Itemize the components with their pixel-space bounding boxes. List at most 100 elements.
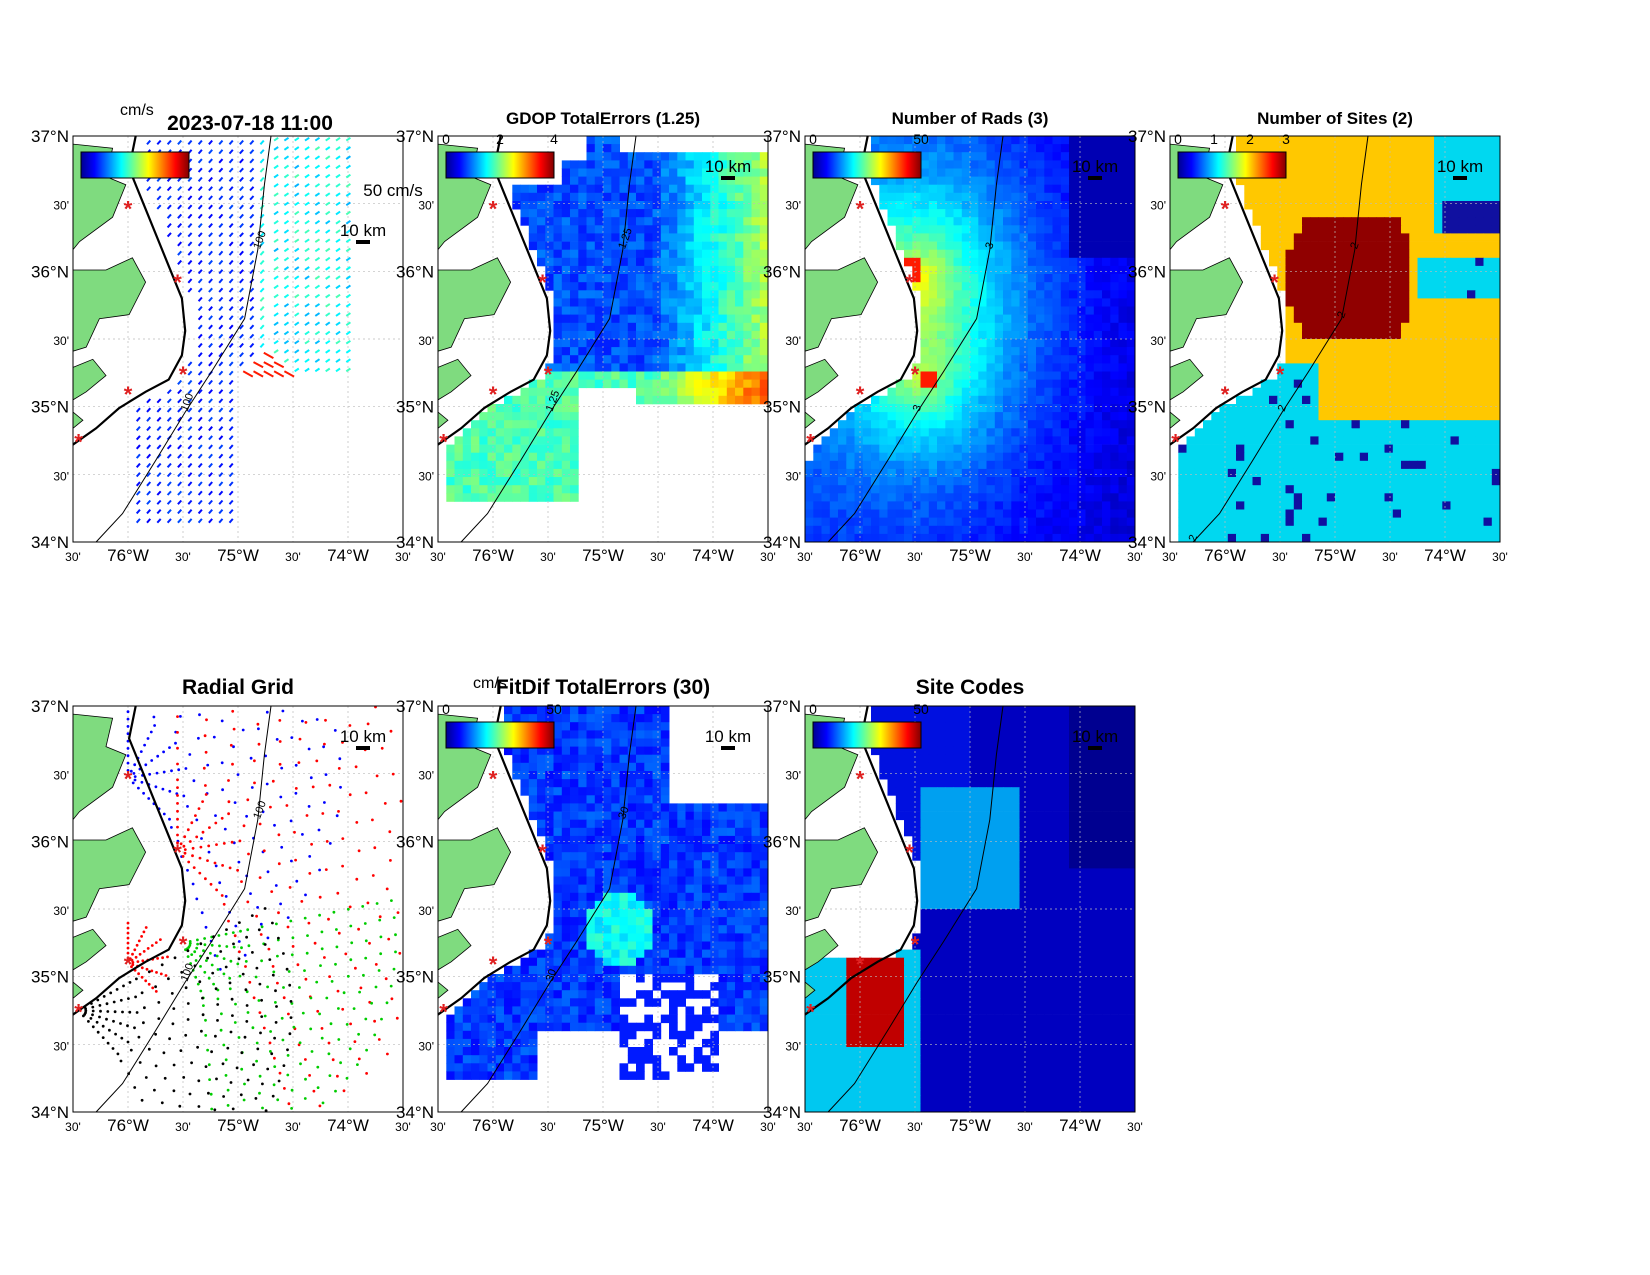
data-cell (1285, 298, 1295, 307)
data-cell (726, 257, 736, 267)
data-cell (1392, 298, 1402, 307)
data-cell (1392, 339, 1402, 348)
data-cell (1392, 420, 1402, 429)
current-vector (166, 444, 172, 450)
data-cell (994, 314, 1004, 324)
data-cell (1401, 306, 1410, 315)
data-cell (693, 217, 703, 226)
data-cell (743, 322, 752, 332)
data-cell (1343, 274, 1352, 283)
data-cell (920, 144, 930, 153)
data-cell (829, 477, 839, 486)
data-cell (970, 477, 979, 486)
data-cell (862, 517, 872, 527)
data-cell (702, 282, 711, 291)
data-cell (813, 477, 822, 486)
data-cell (1118, 460, 1128, 470)
data-cell (1442, 477, 1451, 486)
current-vector (218, 370, 224, 376)
data-cell (545, 485, 554, 494)
data-cell (702, 298, 711, 307)
current-vector (187, 361, 193, 367)
data-cell (1351, 306, 1361, 315)
data-cell (986, 209, 996, 218)
data-cell (1085, 355, 1095, 364)
data-cell (1425, 485, 1435, 494)
data-cell (1236, 444, 1245, 454)
data-cell (953, 144, 963, 153)
data-cell (594, 339, 604, 348)
data-cell (1376, 257, 1385, 267)
data-cell (1110, 144, 1119, 153)
data-cell (1359, 201, 1369, 210)
data-cell (1318, 176, 1328, 186)
data-cell (627, 339, 637, 348)
data-cell (702, 265, 711, 275)
data-cell (1252, 468, 1262, 478)
data-cell (1335, 525, 1344, 535)
current-vector (135, 407, 141, 413)
data-cell (920, 387, 930, 397)
data-cell (1069, 395, 1078, 405)
data-cell (1326, 306, 1336, 315)
data-cell (1069, 404, 1078, 413)
data-cell (994, 444, 1004, 454)
data-cell (726, 387, 736, 397)
data-cell (854, 420, 864, 429)
data-cell (1085, 241, 1095, 251)
data-cell (1335, 306, 1344, 315)
data-cell (586, 330, 596, 340)
data-cell (1434, 493, 1443, 502)
data-cell (685, 225, 695, 234)
data-cell (759, 363, 769, 372)
data-cell (1102, 355, 1111, 364)
data-cell (994, 144, 1004, 153)
current-vector (228, 444, 234, 450)
data-cell (710, 347, 719, 356)
current-vector (345, 349, 351, 354)
data-cell (1069, 371, 1078, 380)
data-cell (1359, 152, 1369, 161)
data-cell (978, 322, 987, 332)
data-cell (1434, 306, 1443, 315)
data-cell (1118, 404, 1128, 413)
data-cell (945, 347, 954, 356)
data-cell (953, 485, 963, 494)
data-cell (920, 274, 930, 283)
data-cell (718, 274, 728, 283)
current-vector (197, 472, 203, 478)
data-cell (1376, 493, 1385, 502)
data-cell (693, 201, 703, 210)
data-cell (726, 314, 736, 324)
data-cell (644, 249, 653, 259)
data-cell (660, 298, 670, 307)
data-cell (1450, 330, 1460, 340)
data-cell (1118, 363, 1128, 372)
data-cell (945, 257, 954, 267)
data-cell (1044, 412, 1053, 421)
data-cell (1126, 160, 1136, 169)
data-cell (904, 493, 913, 502)
depth-contour (827, 135, 1004, 543)
data-cell (1475, 274, 1484, 283)
data-cell (1093, 168, 1103, 177)
data-cell (1019, 184, 1029, 194)
data-cell (879, 517, 888, 527)
data-cell (611, 314, 620, 324)
data-cell (693, 225, 703, 234)
data-cell (1260, 525, 1270, 535)
data-cell (1011, 420, 1020, 429)
data-cell (1475, 468, 1484, 478)
data-cell (928, 460, 938, 470)
data-cell (945, 225, 954, 234)
data-cell (1019, 168, 1029, 177)
data-cell (1052, 168, 1062, 177)
data-cell (570, 265, 579, 275)
data-cell (1236, 493, 1245, 502)
data-cell (553, 192, 563, 202)
data-cell (611, 241, 620, 251)
data-cell (1434, 428, 1443, 437)
data-cell (1376, 290, 1385, 299)
data-cell (594, 290, 604, 299)
data-cell (1277, 509, 1286, 518)
